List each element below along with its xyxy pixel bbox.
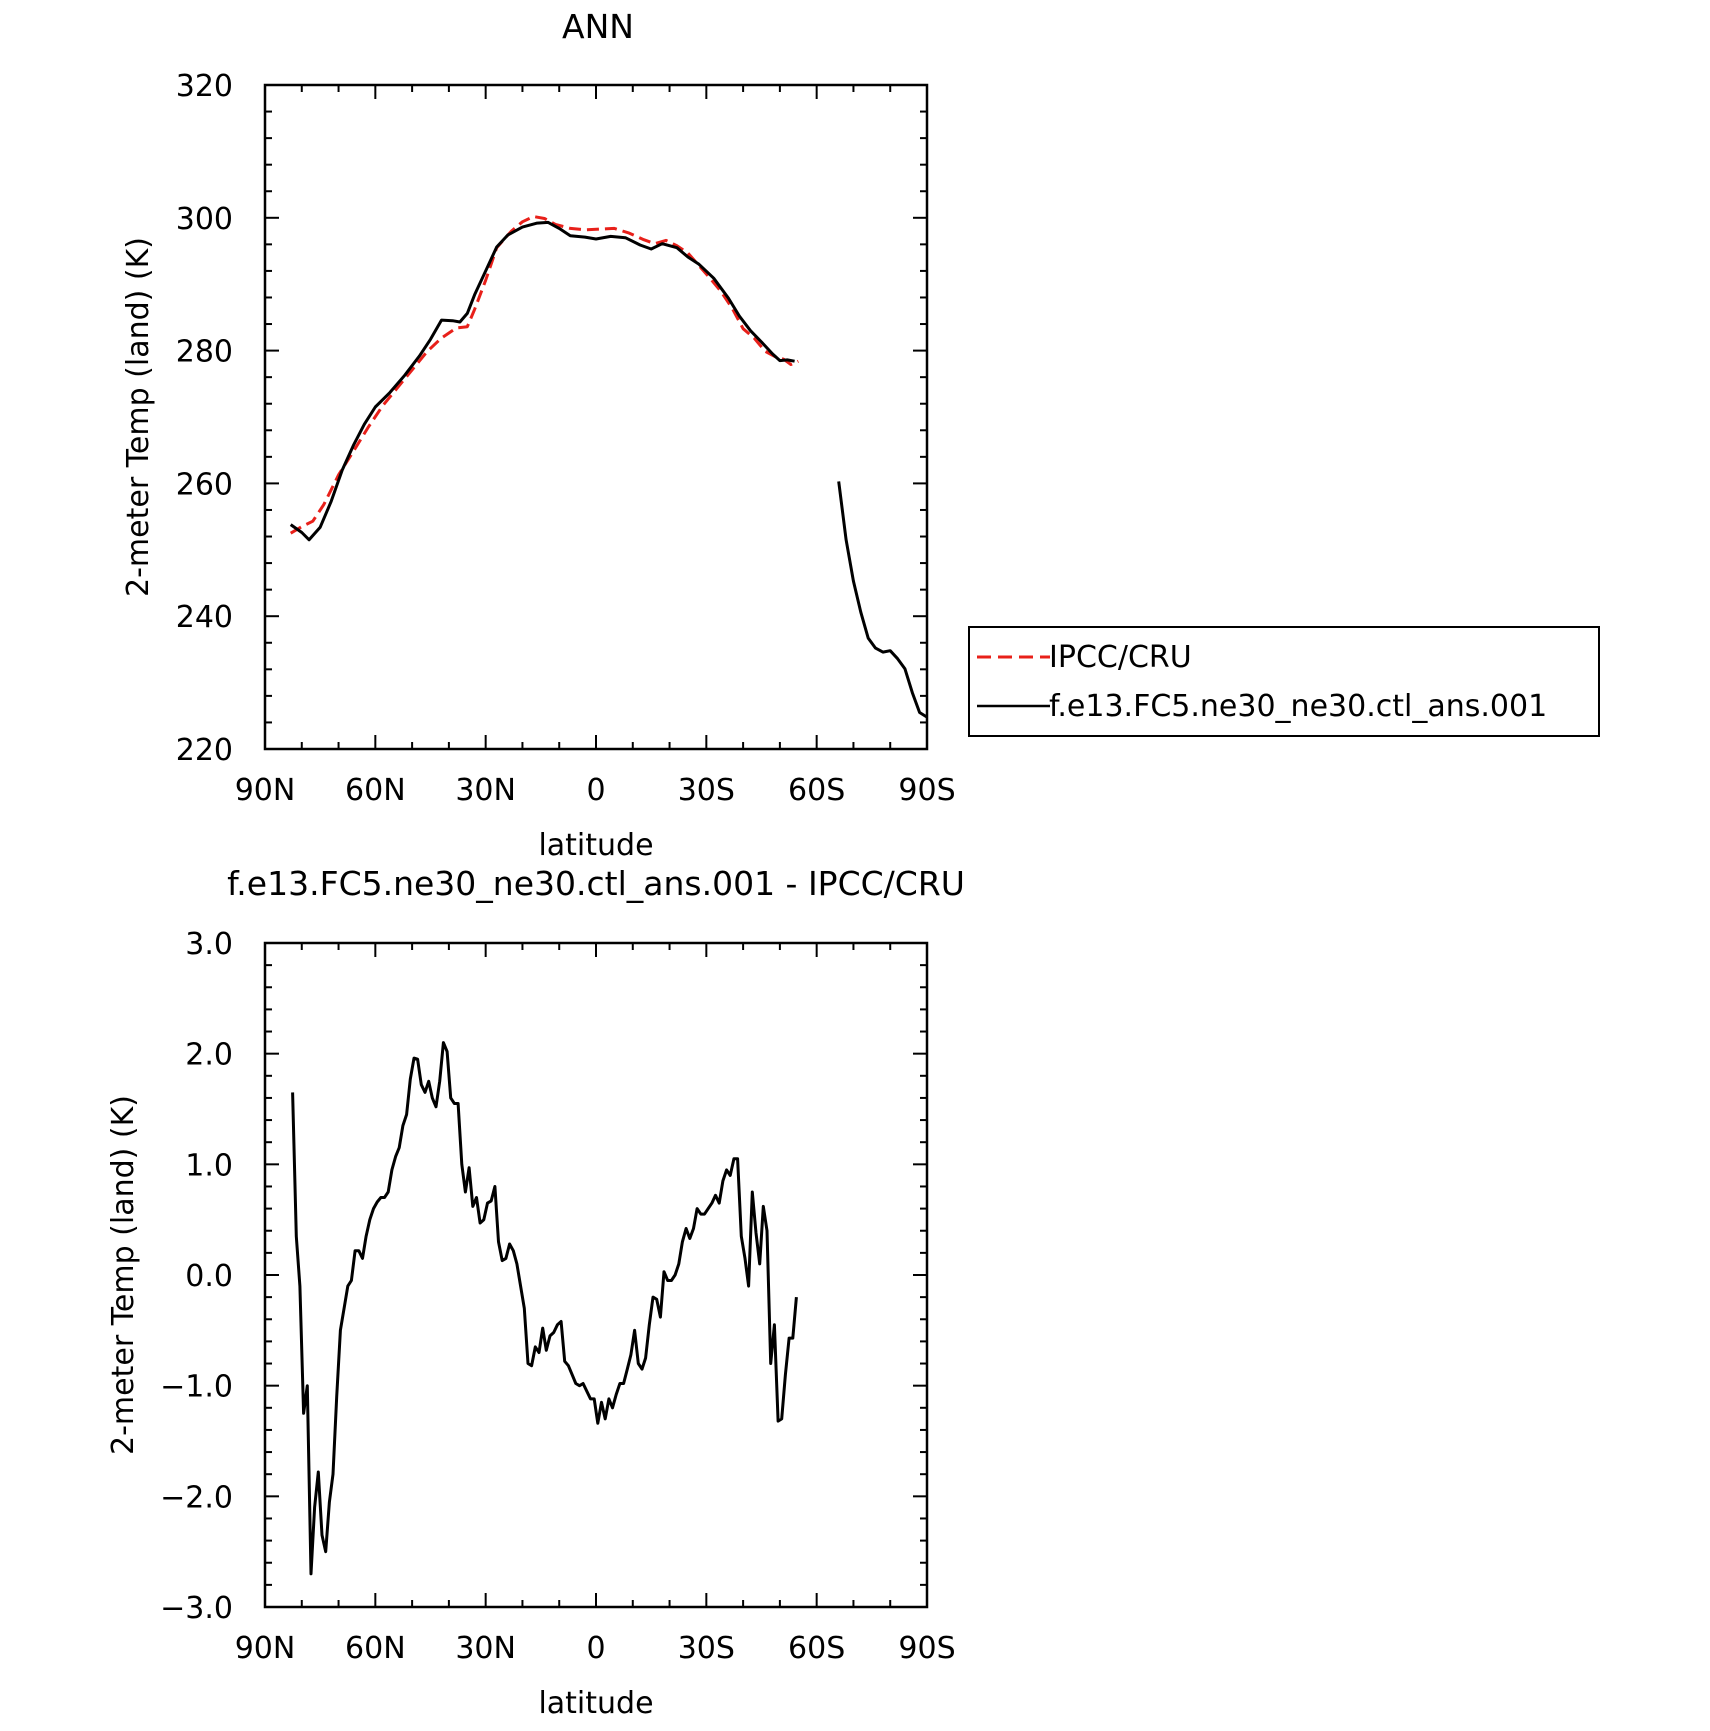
x-tick-label: 0	[586, 1631, 605, 1666]
x-tick-label: 30N	[455, 773, 516, 808]
y-tick-label: −3.0	[160, 1591, 233, 1626]
series-line-0-segment-0	[289, 215, 799, 535]
bottom-chart: f.e13.FC5.ne30_ne30.ctl_ans.001 - IPCC/C…	[106, 864, 965, 1721]
x-tick-label: 30S	[678, 773, 735, 808]
tick-labels: 90N 60N 30N 0 30S 60S 90S −3.0 −2.0 −1.0 0.0 1.0 2.0…	[160, 927, 955, 1666]
tick-marks	[264, 942, 928, 1608]
x-axis-title: latitude	[538, 828, 653, 863]
plot-area	[291, 1041, 798, 1576]
top-chart: ANN 90N 60N 30N 0 30S 60S 90S 220 240 260 280 300 32…	[121, 7, 1600, 863]
x-tick-label: 30S	[678, 1631, 735, 1666]
y-axis-title: 2-meter Temp (land) (K)	[106, 1095, 141, 1455]
chart-title: ANN	[562, 7, 634, 46]
x-axis-title: latitude	[538, 1686, 653, 1721]
x-tick-label: 60N	[345, 773, 406, 808]
tick-marks	[264, 84, 928, 750]
y-tick-label: −1.0	[160, 1370, 233, 1405]
plot-area	[289, 215, 928, 719]
plot-frame	[263, 83, 929, 751]
y-tick-label: 0.0	[185, 1259, 233, 1294]
legend-label-ipcc: IPCC/CRU	[1049, 640, 1192, 675]
series-line-1-segment-0	[289, 220, 795, 542]
y-tick-label: 3.0	[185, 927, 233, 962]
legend-label-model: f.e13.FC5.ne30_ne30.ctl_ans.001	[1049, 689, 1547, 724]
y-tick-label: 2.0	[185, 1038, 233, 1073]
x-tick-label: 0	[586, 773, 605, 808]
plot-frame	[263, 941, 929, 1609]
legend: IPCC/CRU f.e13.FC5.ne30_ne30.ctl_ans.001	[968, 626, 1600, 737]
y-tick-label: 1.0	[185, 1148, 233, 1183]
x-tick-label: 90N	[235, 773, 296, 808]
chart-title: f.e13.FC5.ne30_ne30.ctl_ans.001 - IPCC/C…	[227, 864, 965, 903]
tick-labels: 90N 60N 30N 0 30S 60S 90S 220 240 260 280 300 320	[176, 69, 956, 808]
legend-box	[968, 626, 1600, 737]
series-line-1-segment-1	[837, 481, 928, 719]
y-axis-title: 2-meter Temp (land) (K)	[121, 237, 156, 597]
y-tick-label: −2.0	[160, 1480, 233, 1515]
x-tick-label: 60S	[788, 773, 845, 808]
y-tick-label: 220	[176, 733, 233, 768]
x-tick-label: 90S	[898, 1631, 955, 1666]
y-tick-label: 300	[176, 202, 233, 237]
y-tick-label: 240	[176, 600, 233, 635]
x-tick-label: 30N	[455, 1631, 516, 1666]
x-tick-label: 60N	[345, 1631, 406, 1666]
y-tick-label: 320	[176, 69, 233, 104]
x-tick-label: 60S	[788, 1631, 845, 1666]
y-tick-label: 260	[176, 467, 233, 502]
series-line-0-segment-0	[291, 1041, 798, 1576]
y-tick-label: 280	[176, 335, 233, 370]
x-tick-label: 90S	[898, 773, 955, 808]
x-tick-label: 90N	[235, 1631, 296, 1666]
